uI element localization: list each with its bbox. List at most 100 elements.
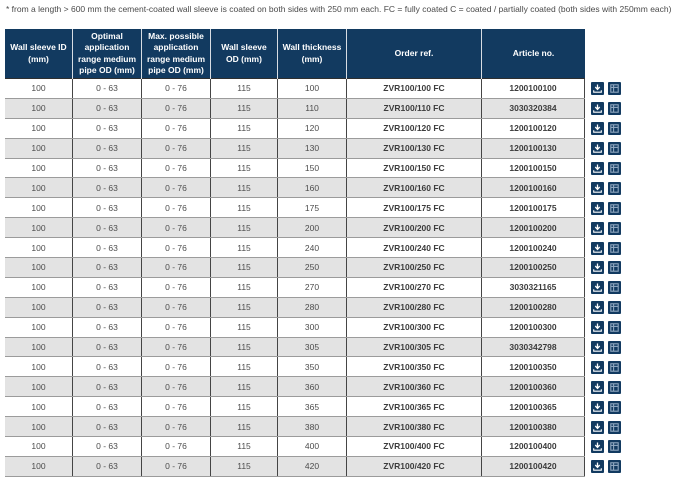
cell-wall-sleeve-id: 100	[5, 178, 73, 198]
datasheet-button[interactable]	[608, 201, 621, 215]
table-row: 100 0 - 63 0 - 76 115 175 ZVR100/175 FC …	[5, 198, 621, 219]
datasheet-button[interactable]	[608, 420, 621, 434]
cell-wall-thickness: 380	[278, 417, 347, 437]
cell-wall-sleeve-od: 115	[211, 98, 278, 118]
download-button[interactable]	[591, 122, 604, 136]
datasheet-button[interactable]	[608, 102, 621, 116]
download-button[interactable]	[591, 142, 604, 156]
cell-max-range: 0 - 76	[142, 437, 211, 456]
download-button[interactable]	[591, 380, 604, 394]
datasheet-icon	[610, 283, 619, 293]
datasheet-button[interactable]	[608, 261, 621, 275]
download-button[interactable]	[591, 281, 604, 295]
datasheet-button[interactable]	[608, 281, 621, 295]
datasheet-icon	[610, 383, 619, 392]
cell-wall-sleeve-od: 115	[211, 297, 278, 317]
cell-wall-thickness: 360	[278, 377, 347, 397]
cell-optimal-range: 0 - 63	[73, 79, 142, 98]
table-row: 100 0 - 63 0 - 76 115 280 ZVR100/280 FC …	[5, 297, 621, 318]
cell-order-ref: ZVR100/130 FC	[347, 138, 482, 158]
download-button[interactable]	[591, 181, 604, 195]
cell-optimal-range: 0 - 63	[73, 337, 142, 357]
datasheet-button[interactable]	[608, 440, 621, 454]
header-wall-thickness: Wall thickness (mm)	[278, 29, 347, 79]
cell-article-no: 3030342798	[482, 337, 585, 357]
datasheet-icon	[610, 84, 619, 94]
cell-max-range: 0 - 76	[142, 138, 211, 158]
download-button[interactable]	[591, 460, 604, 474]
table-row: 100 0 - 63 0 - 76 115 365 ZVR100/365 FC …	[5, 397, 621, 418]
cell-order-ref: ZVR100/350 FC	[347, 357, 482, 377]
cell-wall-thickness: 110	[278, 98, 347, 118]
download-button[interactable]	[591, 341, 604, 355]
cell-order-ref: ZVR100/420 FC	[347, 456, 482, 476]
cell-wall-sleeve-od: 115	[211, 138, 278, 158]
cell-wall-thickness: 420	[278, 456, 347, 476]
table-row: 100 0 - 63 0 - 76 115 305 ZVR100/305 FC …	[5, 337, 621, 358]
cell-order-ref: ZVR100/280 FC	[347, 297, 482, 317]
download-button[interactable]	[591, 201, 604, 215]
datasheet-button[interactable]	[608, 360, 621, 374]
datasheet-button[interactable]	[608, 82, 621, 96]
datasheet-button[interactable]	[608, 221, 621, 235]
download-button[interactable]	[591, 241, 604, 255]
download-button[interactable]	[591, 321, 604, 335]
header-order-ref: Order ref.	[347, 29, 482, 79]
cell-wall-sleeve-id: 100	[5, 337, 73, 357]
download-button[interactable]	[591, 360, 604, 374]
datasheet-button[interactable]	[608, 301, 621, 315]
datasheet-button[interactable]	[608, 460, 621, 474]
download-button[interactable]	[591, 221, 604, 235]
datasheet-icon	[610, 303, 619, 312]
table-row: 100 0 - 63 0 - 76 115 270 ZVR100/270 FC …	[5, 277, 621, 298]
datasheet-button[interactable]	[608, 321, 621, 335]
cell-wall-sleeve-id: 100	[5, 397, 73, 417]
download-button[interactable]	[591, 440, 604, 454]
cell-optimal-range: 0 - 63	[73, 417, 142, 437]
cell-order-ref: ZVR100/150 FC	[347, 158, 482, 178]
cell-order-ref: ZVR100/110 FC	[347, 98, 482, 118]
datasheet-button[interactable]	[608, 380, 621, 394]
download-button[interactable]	[591, 420, 604, 434]
cell-wall-sleeve-id: 100	[5, 258, 73, 277]
header-article-no: Article no.	[512, 48, 555, 59]
cell-wall-sleeve-od: 115	[211, 456, 278, 476]
cell-optimal-range: 0 - 63	[73, 397, 142, 417]
cell-article-no: 1200100420	[482, 456, 585, 476]
cell-optimal-range: 0 - 63	[73, 178, 142, 198]
download-button[interactable]	[591, 301, 604, 315]
cell-wall-sleeve-od: 115	[211, 79, 278, 98]
footnote: * from a length > 600 mm the cement-coat…	[6, 4, 672, 14]
cell-order-ref: ZVR100/240 FC	[347, 238, 482, 258]
cell-article-no: 1200100380	[482, 417, 585, 437]
table-row: 100 0 - 63 0 - 76 115 120 ZVR100/120 FC …	[5, 118, 621, 139]
cell-article-no: 3030320384	[482, 98, 585, 118]
datasheet-icon	[610, 442, 619, 452]
download-icon	[593, 84, 602, 94]
datasheet-button[interactable]	[608, 341, 621, 355]
cell-optimal-range: 0 - 63	[73, 377, 142, 397]
datasheet-button[interactable]	[608, 142, 621, 156]
download-button[interactable]	[591, 102, 604, 116]
datasheet-button[interactable]	[608, 241, 621, 255]
download-button[interactable]	[591, 400, 604, 414]
datasheet-button[interactable]	[608, 400, 621, 414]
cell-order-ref: ZVR100/200 FC	[347, 218, 482, 238]
datasheet-button[interactable]	[608, 122, 621, 136]
cell-article-no: 1200100120	[482, 118, 585, 138]
cell-wall-sleeve-od: 115	[211, 337, 278, 357]
datasheet-button[interactable]	[608, 162, 621, 175]
cell-wall-sleeve-id: 100	[5, 417, 73, 437]
datasheet-button[interactable]	[608, 181, 621, 195]
download-button[interactable]	[591, 261, 604, 275]
download-icon	[593, 283, 602, 293]
download-icon	[593, 303, 602, 312]
download-button[interactable]	[591, 82, 604, 96]
cell-article-no: 3030321165	[482, 277, 585, 297]
cell-wall-sleeve-id: 100	[5, 198, 73, 218]
table-row: 100 0 - 63 0 - 76 115 300 ZVR100/300 FC …	[5, 317, 621, 338]
download-button[interactable]	[591, 162, 604, 175]
cell-wall-sleeve-od: 115	[211, 317, 278, 337]
cell-wall-sleeve-od: 115	[211, 158, 278, 178]
cell-max-range: 0 - 76	[142, 198, 211, 218]
